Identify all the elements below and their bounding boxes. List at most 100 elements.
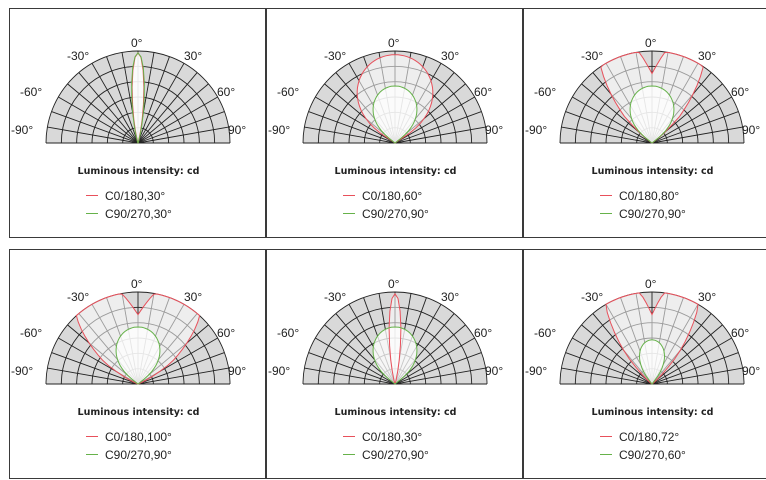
- grid-spoke: [561, 126, 653, 144]
- grid-cell: [98, 89, 115, 108]
- series-fill: [373, 86, 417, 143]
- grid-cell: [418, 354, 435, 369]
- series-fill: [116, 327, 160, 384]
- legend-label: C90/270,90°: [105, 447, 172, 462]
- grid-cell: [61, 129, 78, 143]
- grid-cell: [671, 348, 688, 365]
- angle-label: -90°: [525, 123, 547, 137]
- grid-cell: [111, 123, 127, 136]
- grid-cell: [143, 97, 154, 115]
- angle-label: 90°: [485, 364, 503, 378]
- grid-cell: [680, 127, 698, 138]
- legend-swatch: [86, 195, 98, 197]
- grid-cell: [153, 137, 169, 143]
- polar-chart-panel: -90° -60° -30° 0° 30° 60° 90° Luminous intensit…: [523, 249, 766, 479]
- series-fill: [373, 327, 417, 384]
- legend-label: C0/180,30°: [362, 429, 423, 444]
- grid-cell: [440, 373, 457, 384]
- grid-cell: [145, 82, 159, 100]
- grid-cell: [122, 114, 133, 130]
- grid-cell: [304, 111, 323, 130]
- grid-cell: [94, 361, 112, 374]
- angle-label: 30°: [698, 290, 716, 304]
- grid-cell: [621, 378, 637, 384]
- grid-cell: [349, 368, 367, 379]
- grid-cell: [341, 103, 360, 120]
- angle-label: 60°: [474, 85, 492, 99]
- grid-cell: [349, 127, 367, 138]
- grid-cell: [65, 345, 85, 364]
- grid-cell: [410, 378, 426, 384]
- angle-label: 0°: [388, 277, 400, 291]
- grid-spoke: [394, 337, 475, 385]
- grid-cell: [623, 368, 639, 379]
- grid-cell: [591, 363, 609, 377]
- angle-label: -30°: [324, 49, 346, 63]
- grid-spoke: [394, 126, 486, 144]
- grid-cell: [303, 127, 320, 143]
- chart-title: Luminous intensity: cd: [77, 166, 200, 177]
- grid-cell: [167, 96, 185, 114]
- grid-cell: [423, 368, 441, 379]
- grid-cell: [418, 113, 435, 128]
- angle-label: 60°: [474, 326, 492, 340]
- angle-label: 0°: [131, 277, 143, 291]
- grid-cell: [106, 52, 125, 71]
- grid-cell: [92, 127, 110, 138]
- grid-cell: [585, 93, 606, 113]
- grid-cell: [430, 344, 449, 361]
- grid-cell: [455, 370, 472, 384]
- legend-label: C90/270,30°: [105, 206, 172, 221]
- grid-cell: [467, 352, 486, 371]
- grid-cell: [161, 113, 178, 128]
- angle-label: 90°: [742, 364, 760, 378]
- grid-cell: [727, 368, 744, 384]
- grid-cell: [561, 352, 580, 371]
- grid-spoke: [58, 96, 139, 144]
- grid-cell: [173, 103, 192, 120]
- grid-cell: [364, 378, 380, 384]
- grid-cell: [77, 122, 95, 136]
- chart-title: Luminous intensity: cd: [591, 407, 714, 418]
- legend-item: C0/180,30°: [343, 429, 422, 444]
- grid-cell: [605, 337, 623, 355]
- grid-cell: [667, 137, 683, 143]
- legend-swatch: [600, 454, 612, 456]
- grid-cell: [127, 112, 136, 129]
- angle-label: 60°: [731, 326, 749, 340]
- legend-swatch: [86, 454, 98, 456]
- grid-cell: [84, 103, 103, 120]
- grid-spoke: [572, 96, 653, 144]
- grid-cell: [108, 103, 123, 120]
- series-c90-270-curve: [131, 51, 145, 144]
- grid-cell: [117, 82, 131, 100]
- grid-cell: [183, 132, 200, 143]
- grid-cell: [359, 348, 376, 365]
- grid-cell: [467, 111, 486, 130]
- grid-spoke: [394, 367, 486, 385]
- legend-swatch: [343, 195, 355, 197]
- legend-swatch: [343, 436, 355, 438]
- series-c90-270-curve: [372, 85, 418, 144]
- grid-cell: [409, 132, 426, 141]
- grid-spoke: [137, 63, 185, 144]
- grid-cell: [187, 72, 209, 94]
- grid-cell: [697, 373, 714, 384]
- grid-cell: [324, 72, 346, 94]
- grid-cell: [94, 120, 112, 133]
- grid-cell: [157, 107, 174, 124]
- grid-cell: [109, 368, 125, 379]
- grid-cell: [198, 129, 215, 143]
- grid-cell: [65, 104, 85, 123]
- grid-cell: [408, 368, 424, 379]
- angle-label: -30°: [67, 290, 89, 304]
- angle-label: 0°: [645, 36, 657, 50]
- grid-cell: [585, 334, 606, 354]
- grid-cell: [109, 127, 125, 138]
- grid-cell: [122, 97, 133, 115]
- grid-cell: [727, 127, 744, 143]
- angle-label: -60°: [534, 85, 556, 99]
- polar-chart-panel: -90° -60° -30° 0° 30° 60° 90° Luminous intensit…: [266, 8, 523, 238]
- angle-label: 30°: [441, 49, 459, 63]
- grid-cell: [621, 137, 637, 143]
